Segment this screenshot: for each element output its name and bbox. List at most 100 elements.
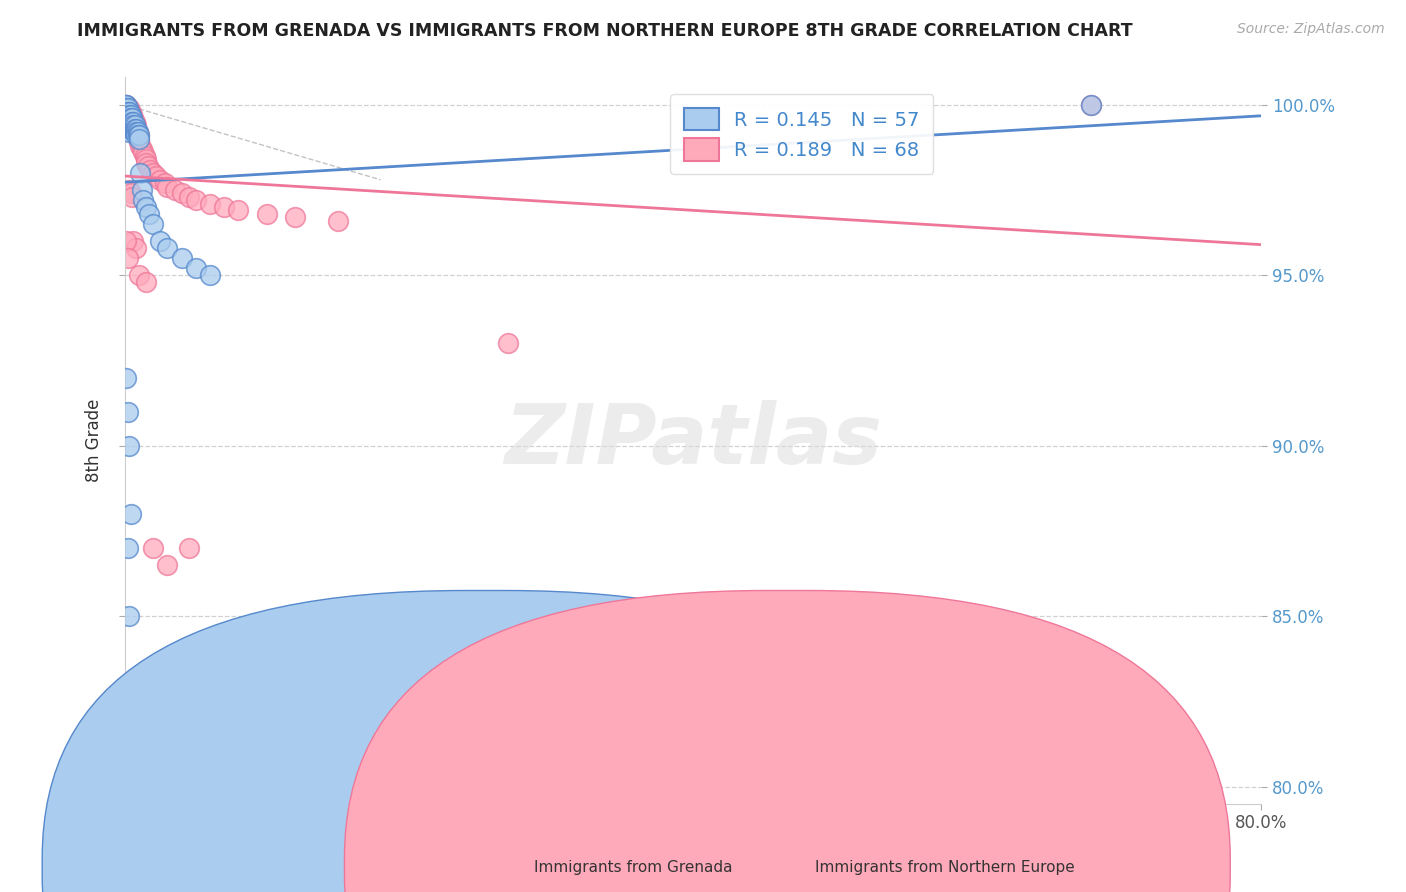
Point xyxy=(127,125,149,139)
Point xyxy=(214,200,236,214)
Point xyxy=(122,121,145,136)
Point xyxy=(118,104,141,119)
Point xyxy=(128,128,150,143)
Point xyxy=(117,112,139,126)
Point xyxy=(120,186,142,201)
Point xyxy=(122,118,145,132)
Point xyxy=(121,115,143,129)
Point xyxy=(142,217,165,231)
Point xyxy=(142,541,165,556)
Point xyxy=(118,125,141,139)
Point xyxy=(177,541,200,556)
Point xyxy=(184,261,207,276)
Point xyxy=(115,234,138,248)
Point xyxy=(121,118,143,132)
Point xyxy=(129,138,152,153)
Point xyxy=(117,101,139,115)
Point xyxy=(156,241,179,255)
Point xyxy=(135,200,157,214)
Point xyxy=(131,142,153,156)
Point xyxy=(117,108,139,122)
Point xyxy=(117,405,139,419)
Point xyxy=(326,213,349,227)
Point xyxy=(128,128,150,143)
Point xyxy=(121,112,143,126)
Point xyxy=(122,115,145,129)
Point xyxy=(118,108,141,122)
Point xyxy=(120,118,142,132)
Point xyxy=(118,101,141,115)
Point xyxy=(117,115,139,129)
Point xyxy=(153,176,176,190)
Point xyxy=(118,112,141,126)
Point xyxy=(156,558,179,573)
Point xyxy=(121,190,143,204)
Point xyxy=(115,101,138,115)
Point xyxy=(122,115,145,129)
Point xyxy=(118,183,141,197)
Point xyxy=(118,104,141,119)
Point xyxy=(131,183,153,197)
Point xyxy=(170,186,193,201)
Point xyxy=(163,183,186,197)
Text: Immigrants from Grenada: Immigrants from Grenada xyxy=(534,860,733,874)
Point xyxy=(120,115,142,129)
Point xyxy=(118,439,141,453)
Point xyxy=(118,121,141,136)
Point xyxy=(115,101,138,115)
Point xyxy=(124,115,146,129)
Point xyxy=(128,132,150,146)
Point xyxy=(149,234,172,248)
Point xyxy=(156,179,179,194)
Point xyxy=(120,112,142,126)
Point xyxy=(135,153,157,167)
Point xyxy=(115,97,138,112)
Text: Source: ZipAtlas.com: Source: ZipAtlas.com xyxy=(1237,22,1385,37)
Point xyxy=(136,159,159,173)
Point xyxy=(184,193,207,207)
Point xyxy=(124,121,146,136)
Point xyxy=(118,115,141,129)
Point xyxy=(135,275,157,289)
Point xyxy=(118,118,141,132)
Point xyxy=(198,268,221,283)
Point xyxy=(121,108,143,122)
Point xyxy=(135,155,157,169)
Point xyxy=(128,132,150,146)
Point xyxy=(121,115,143,129)
Point xyxy=(120,104,142,119)
Point xyxy=(121,112,143,126)
Y-axis label: 8th Grade: 8th Grade xyxy=(86,399,103,483)
Point xyxy=(1080,97,1102,112)
Point xyxy=(177,190,200,204)
Point xyxy=(117,104,139,119)
Point xyxy=(120,108,142,122)
Point xyxy=(128,268,150,283)
Point xyxy=(134,149,156,163)
Point xyxy=(118,108,141,122)
Point xyxy=(121,118,143,132)
Point xyxy=(128,135,150,149)
Point xyxy=(115,97,138,112)
Text: IMMIGRANTS FROM GRENADA VS IMMIGRANTS FROM NORTHERN EUROPE 8TH GRADE CORRELATION: IMMIGRANTS FROM GRENADA VS IMMIGRANTS FR… xyxy=(77,22,1133,40)
Point xyxy=(117,104,139,119)
Point xyxy=(228,203,250,218)
Point xyxy=(125,128,148,143)
Point xyxy=(198,196,221,211)
Point xyxy=(170,251,193,265)
Point xyxy=(129,166,152,180)
Point xyxy=(125,121,148,136)
Point xyxy=(122,118,145,132)
Point xyxy=(124,118,146,132)
Point xyxy=(115,97,138,112)
Point xyxy=(118,609,141,624)
Point xyxy=(1080,97,1102,112)
Point xyxy=(149,173,172,187)
Point xyxy=(124,121,146,136)
Point xyxy=(117,112,139,126)
Point xyxy=(120,112,142,126)
Point xyxy=(125,125,148,139)
Point xyxy=(125,118,148,132)
Point xyxy=(138,207,160,221)
Point xyxy=(132,145,155,160)
